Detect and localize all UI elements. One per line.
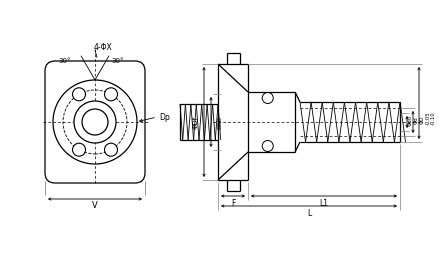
FancyBboxPatch shape: [45, 61, 145, 183]
Text: -0.05: -0.05: [426, 111, 430, 125]
Circle shape: [262, 93, 273, 103]
Text: F: F: [231, 198, 235, 207]
Circle shape: [53, 80, 137, 164]
Text: BCD: BCD: [217, 115, 223, 129]
Text: 30°: 30°: [59, 58, 71, 64]
Circle shape: [72, 88, 86, 101]
Text: L: L: [307, 209, 311, 218]
Text: L1: L1: [319, 198, 329, 207]
Circle shape: [74, 101, 116, 143]
Circle shape: [262, 140, 273, 152]
Text: -0.10: -0.10: [430, 111, 436, 125]
Text: Φd: Φd: [414, 116, 419, 124]
Circle shape: [105, 143, 117, 156]
Text: V: V: [92, 202, 98, 211]
Text: ΦD: ΦD: [419, 116, 425, 124]
Text: Φd0: Φd0: [407, 114, 412, 126]
Circle shape: [82, 109, 108, 135]
Circle shape: [72, 143, 86, 156]
Text: 30°: 30°: [111, 58, 123, 64]
Text: 4-ΦX: 4-ΦX: [93, 43, 112, 52]
Text: Dp: Dp: [159, 113, 170, 121]
Circle shape: [105, 88, 117, 101]
Text: ΦDf: ΦDf: [193, 115, 199, 128]
